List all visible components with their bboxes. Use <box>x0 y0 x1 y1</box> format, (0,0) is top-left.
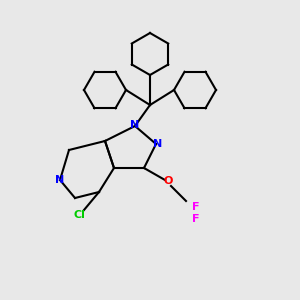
Text: N: N <box>130 119 140 130</box>
Text: N: N <box>56 175 64 185</box>
Text: F: F <box>192 202 200 212</box>
Text: F: F <box>192 214 200 224</box>
Text: N: N <box>153 139 162 149</box>
Text: O: O <box>163 176 173 187</box>
Text: Cl: Cl <box>74 209 86 220</box>
